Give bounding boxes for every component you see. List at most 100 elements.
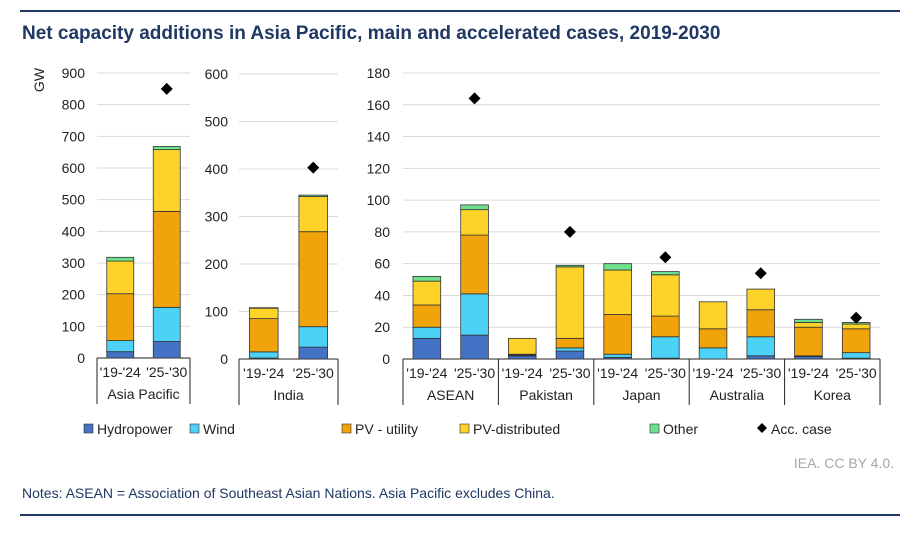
bar-segment-pv-utility bbox=[794, 326, 823, 357]
legend-label: PV-distributed bbox=[473, 421, 560, 437]
y-tick-label: 180 bbox=[367, 65, 391, 81]
bar-segment-wind bbox=[460, 293, 489, 336]
legend-swatch bbox=[649, 423, 660, 434]
group-label: ASEAN bbox=[427, 387, 474, 403]
acc-case-marker bbox=[754, 267, 767, 280]
legend-swatch bbox=[189, 423, 200, 434]
bar-segment-other bbox=[152, 146, 181, 151]
bar-segment-pv-utility bbox=[841, 328, 871, 354]
y-tick-label: 300 bbox=[62, 255, 86, 271]
acc-case-marker bbox=[160, 82, 173, 95]
x-tick-label: '25-'30 bbox=[146, 364, 187, 380]
bar-segment-pv-utility bbox=[603, 314, 632, 355]
bar-segment-other bbox=[603, 263, 632, 271]
bar-segment-wind bbox=[651, 336, 680, 359]
y-tick-label: 100 bbox=[205, 304, 229, 320]
y-tick-label: 140 bbox=[367, 129, 391, 145]
bar-segment-other bbox=[460, 204, 489, 211]
acc-case-marker bbox=[563, 225, 576, 238]
bar-segment-wind bbox=[248, 351, 279, 359]
bar-segment-other bbox=[106, 256, 135, 262]
bar-segment-pv-distributed bbox=[106, 260, 135, 295]
y-axis-label: GW bbox=[31, 67, 47, 92]
bar-segment-wind bbox=[603, 353, 632, 358]
bar-segment-pv-utility bbox=[248, 318, 279, 353]
chart-title: Net capacity additions in Asia Pacific, … bbox=[22, 23, 721, 44]
y-tick-label: 0 bbox=[77, 350, 85, 366]
bar-segment-pv-utility bbox=[651, 315, 680, 338]
bottom-rule bbox=[20, 514, 900, 516]
y-tick-label: 0 bbox=[382, 351, 390, 367]
y-tick-label: 700 bbox=[62, 128, 86, 144]
group-label: Australia bbox=[710, 387, 765, 403]
bar-segment-other bbox=[555, 264, 585, 268]
legend-label: PV - utility bbox=[355, 421, 418, 437]
legend-label: Acc. case bbox=[771, 421, 832, 437]
legend-label: Other bbox=[663, 421, 698, 437]
y-tick-label: 200 bbox=[205, 256, 229, 272]
x-tick-label: '19-'24 bbox=[788, 365, 829, 381]
bar-segment-pv-utility bbox=[106, 293, 135, 341]
bar-segment-hydropower bbox=[298, 346, 329, 360]
notes: Notes: ASEAN = Association of Southeast … bbox=[22, 485, 555, 501]
bar-segment-hydropower bbox=[555, 350, 585, 360]
acc-case-marker bbox=[850, 311, 863, 324]
bar-segment-hydropower bbox=[508, 355, 537, 360]
bar-segment-pv-distributed bbox=[555, 266, 585, 339]
bar-segment-hydropower bbox=[412, 337, 442, 360]
x-tick-label: '19-'24 bbox=[597, 365, 638, 381]
x-tick-label: '25-'30 bbox=[549, 365, 590, 381]
bar-segment-other bbox=[298, 194, 329, 197]
y-tick-label: 500 bbox=[205, 114, 229, 130]
x-tick-label: '25-'30 bbox=[740, 365, 781, 381]
group-label: India bbox=[273, 387, 304, 403]
bar-segment-other bbox=[651, 271, 680, 276]
bar-segment-pv-utility bbox=[460, 234, 489, 295]
bar-segment-wind bbox=[106, 340, 135, 353]
bar-segment-hydropower bbox=[746, 355, 775, 360]
x-tick-label: '19-'24 bbox=[243, 365, 284, 381]
group-label: Korea bbox=[814, 387, 852, 403]
y-tick-label: 80 bbox=[374, 224, 390, 240]
bar-segment-wind bbox=[152, 306, 181, 342]
bar-segment-pv-distributed bbox=[603, 269, 632, 315]
acc-case-marker bbox=[307, 161, 320, 174]
legend-swatch bbox=[459, 423, 470, 434]
bar-segment-pv-utility bbox=[412, 304, 442, 328]
y-tick-label: 300 bbox=[205, 209, 229, 225]
legend-swatch bbox=[341, 423, 352, 434]
y-tick-label: 200 bbox=[62, 287, 86, 303]
y-tick-label: 100 bbox=[62, 318, 86, 334]
bar-segment-pv-distributed bbox=[841, 323, 871, 330]
bar-segment-other bbox=[412, 275, 442, 282]
legend-label: Wind bbox=[203, 421, 235, 437]
bar-segment-pv-distributed bbox=[698, 301, 728, 330]
y-tick-label: 600 bbox=[205, 66, 229, 82]
y-tick-label: 600 bbox=[62, 160, 86, 176]
bar-segment-pv-utility bbox=[555, 337, 585, 349]
bar-segment-pv-distributed bbox=[460, 209, 489, 236]
bar-segment-hydropower bbox=[106, 351, 135, 359]
legend-label: Hydropower bbox=[97, 421, 173, 437]
bar-segment-hydropower bbox=[152, 341, 181, 359]
x-tick-label: '19-'24 bbox=[100, 364, 141, 380]
credit: IEA. CC BY 4.0. bbox=[793, 455, 894, 471]
y-tick-label: 20 bbox=[374, 319, 390, 335]
bar-segment-pv-distributed bbox=[248, 307, 279, 320]
y-tick-label: 500 bbox=[62, 192, 86, 208]
legend-swatch bbox=[83, 423, 94, 434]
bar-segment-wind bbox=[298, 326, 329, 348]
group-label: Japan bbox=[622, 387, 660, 403]
x-tick-label: '25-'30 bbox=[293, 365, 334, 381]
y-tick-label: 800 bbox=[62, 97, 86, 113]
group-label: Pakistan bbox=[519, 387, 573, 403]
bar-segment-pv-utility bbox=[698, 328, 728, 349]
y-tick-label: 60 bbox=[374, 256, 390, 272]
bar-segment-pv-utility bbox=[152, 210, 181, 308]
y-tick-label: 120 bbox=[367, 160, 391, 176]
bar-segment-pv-distributed bbox=[412, 280, 442, 306]
bar-segment-wind bbox=[841, 352, 871, 359]
bar-segment-pv-distributed bbox=[794, 322, 823, 328]
acc-case-marker bbox=[659, 251, 672, 264]
